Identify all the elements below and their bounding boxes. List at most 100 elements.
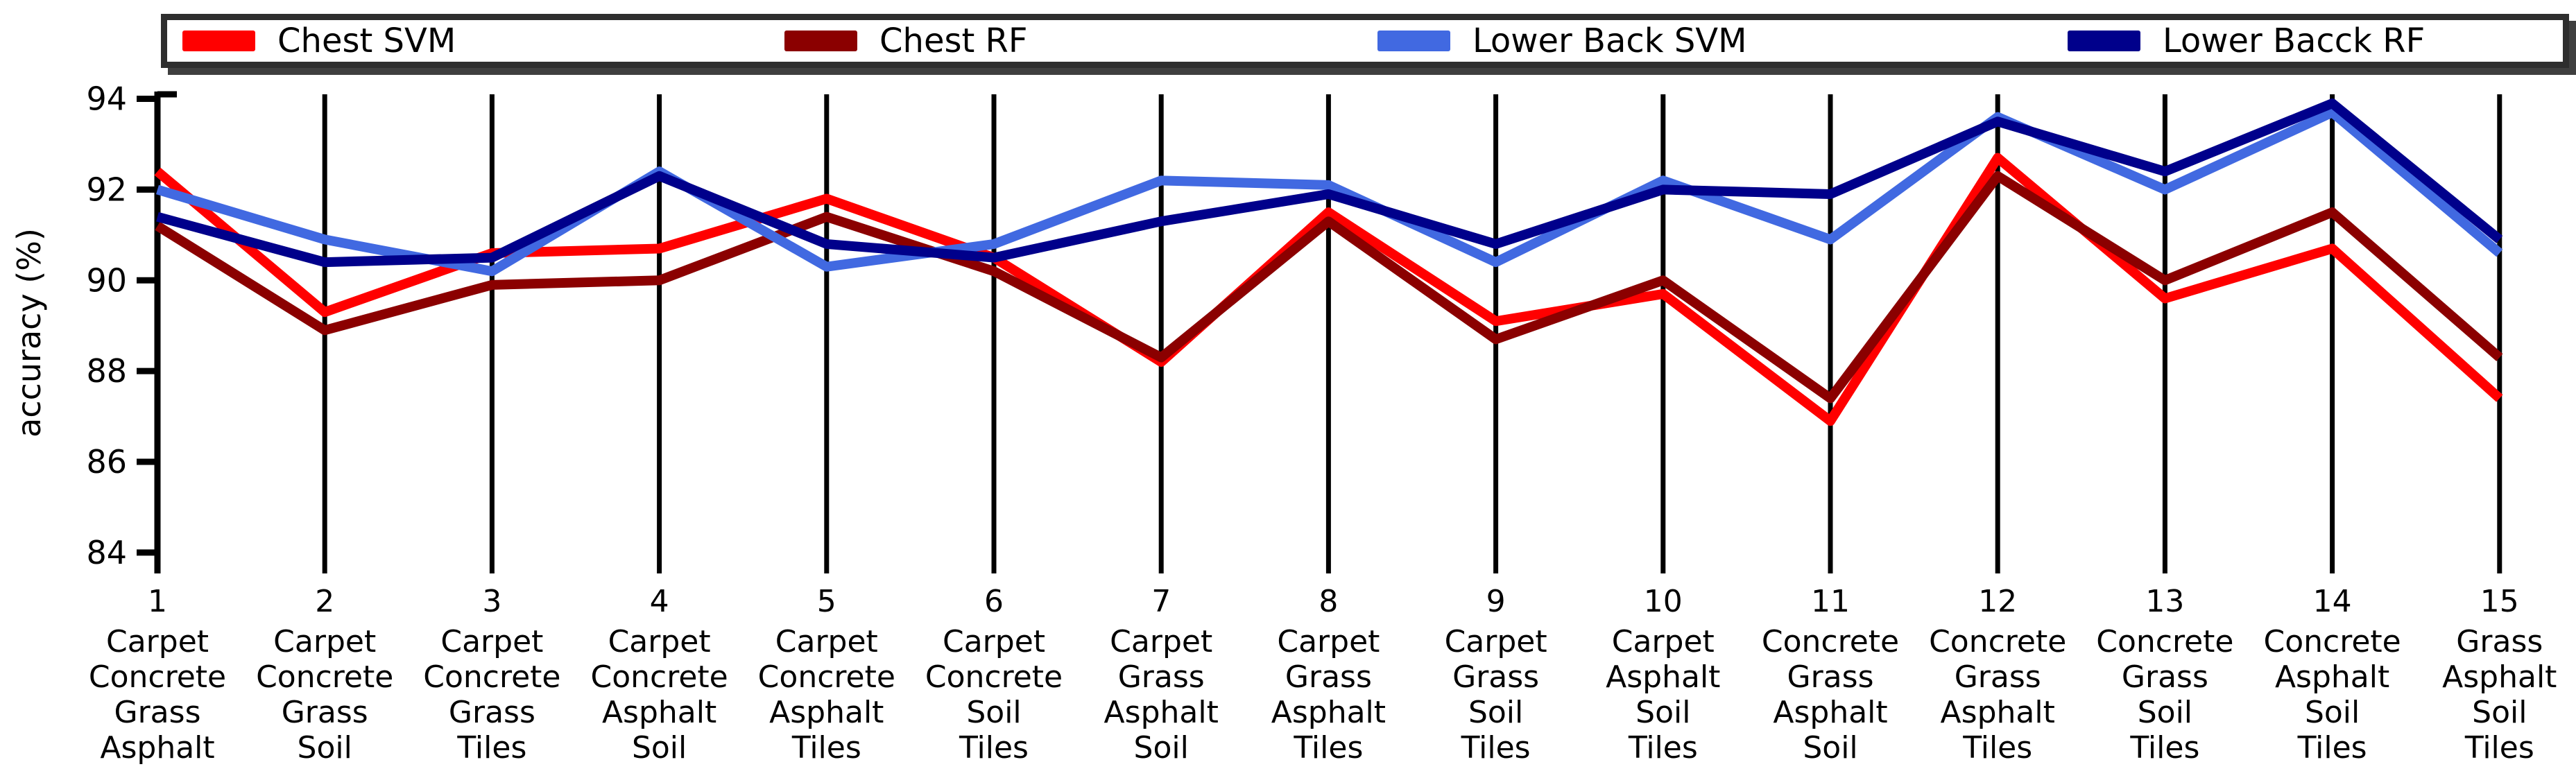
x-tick-label-surface: Grass	[1118, 659, 1205, 695]
x-tick-label-surface: Asphalt	[100, 730, 214, 766]
x-tick-label-surface: Soil	[1803, 730, 1857, 766]
x-tick-label-surface: Carpet	[106, 624, 209, 659]
x-tick-label-surface: Carpet	[1445, 624, 1547, 659]
x-tick-label-surface: Concrete	[89, 659, 226, 695]
x-tick-label-surface: Grass	[1787, 659, 1874, 695]
legend-label-lower-bacck-rf: Lower Bacck RF	[2163, 21, 2425, 60]
x-tick-label-number: 15	[2480, 584, 2519, 619]
x-tick-label-number: 10	[1644, 584, 1683, 619]
x-tick-label-surface: Asphalt	[1941, 695, 2055, 730]
x-tick-label-number: 8	[1319, 584, 1338, 619]
legend-item-lower-bacck-rf: Lower Bacck RF	[2068, 20, 2425, 62]
x-tick-label-surface: Carpet	[1612, 624, 1715, 659]
x-tick-label-surface: Tiles	[959, 730, 1029, 766]
legend-label-lower-back-svm: Lower Back SVM	[1472, 21, 1747, 60]
label-layer: 8486889092941CarpetConcreteGrassAsphalt2…	[86, 80, 2557, 766]
x-tick-label-surface: Soil	[632, 730, 687, 766]
x-tick-label-surface: Asphalt	[1773, 695, 1887, 730]
x-tick-label-number: 4	[650, 584, 669, 619]
x-tick-label-number: 3	[482, 584, 501, 619]
x-tick-label-surface: Carpet	[440, 624, 543, 659]
series-line-chest-rf	[155, 171, 2503, 404]
series-line-lower-back-svm	[155, 107, 2503, 277]
legend-label-chest-rf: Chest RF	[879, 21, 1028, 60]
x-tick-label-surface: Tiles	[2129, 730, 2199, 766]
x-tick-label-surface: Soil	[2138, 695, 2192, 730]
legend-item-chest-rf: Chest RF	[784, 20, 1028, 62]
x-tick-label-surface: Grass	[1285, 659, 1372, 695]
x-tick-label-number: 2	[315, 584, 334, 619]
x-tick-label-surface: Grass	[282, 695, 368, 730]
x-tick-label-surface: Asphalt	[1606, 659, 1720, 695]
x-tick-label-surface: Soil	[2305, 695, 2360, 730]
x-tick-label-number: 13	[2145, 584, 2184, 619]
legend-swatch-chest-rf	[784, 31, 857, 51]
x-tick-label-number: 11	[1811, 584, 1850, 619]
x-tick-label-surface: Asphalt	[2442, 659, 2557, 695]
x-tick-label-surface: Tiles	[456, 730, 526, 766]
legend-label-chest-svm: Chest SVM	[277, 21, 456, 60]
x-tick-label-number: 14	[2313, 584, 2352, 619]
x-tick-label-surface: Soil	[966, 695, 1021, 730]
x-tick-label-surface: Soil	[298, 730, 352, 766]
y-axis-title: accuracy (%)	[10, 228, 48, 438]
x-tick-label-surface: Carpet	[273, 624, 376, 659]
x-tick-label-surface: Tiles	[1461, 730, 1531, 766]
legend-item-lower-back-svm: Lower Back SVM	[1377, 20, 1747, 62]
x-tick-label-surface: Tiles	[2297, 730, 2367, 766]
x-tick-label-number: 9	[1486, 584, 1506, 619]
x-tick-label-number: 5	[817, 584, 836, 619]
series-line-chest-svm	[154, 153, 2503, 426]
x-tick-label-surface: Asphalt	[602, 695, 716, 730]
y-tick-label: 88	[86, 352, 127, 390]
x-tick-label-surface: Tiles	[2464, 730, 2534, 766]
x-tick-label-surface: Concrete	[1929, 624, 2066, 659]
x-tick-label-surface: Asphalt	[2275, 659, 2389, 695]
axis-layer	[137, 91, 177, 573]
y-tick-label: 92	[86, 171, 127, 208]
x-tick-label-surface: Soil	[1635, 695, 1690, 730]
x-tick-label-number: 1	[148, 584, 167, 619]
x-tick-label-surface: Concrete	[2096, 624, 2233, 659]
x-tick-label-surface: Soil	[1468, 695, 1523, 730]
x-tick-label-surface: Grass	[2122, 659, 2208, 695]
x-tick-label-surface: Tiles	[1962, 730, 2032, 766]
y-tick-label: 94	[86, 80, 127, 118]
x-tick-label-surface: Carpet	[1277, 624, 1380, 659]
x-tick-label-surface: Soil	[2472, 695, 2527, 730]
x-tick-label-surface: Tiles	[1628, 730, 1698, 766]
y-tick-label: 90	[86, 261, 127, 299]
x-tick-label-surface: Carpet	[1110, 624, 1212, 659]
legend-swatch-lower-back-svm	[1377, 31, 1450, 51]
x-tick-label-surface: Concrete	[758, 659, 895, 695]
x-tick-label-surface: Asphalt	[1104, 695, 1219, 730]
x-tick-label-surface: Grass	[2456, 624, 2543, 659]
x-tick-label-surface: Grass	[114, 695, 201, 730]
x-tick-label-surface: Tiles	[791, 730, 861, 766]
y-tick-label: 86	[86, 443, 127, 481]
x-tick-label-surface: Concrete	[256, 659, 393, 695]
x-tick-label-surface: Asphalt	[1271, 695, 1386, 730]
legend-box: Chest SVM Chest RF Lower Back SVM Lower Bac…	[161, 14, 2569, 68]
x-tick-label-surface: Carpet	[943, 624, 1045, 659]
legend-item-chest-svm: Chest SVM	[182, 20, 456, 62]
x-tick-label-surface: Asphalt	[769, 695, 884, 730]
legend-swatch-chest-svm	[182, 31, 255, 51]
legend-swatch-lower-bacck-rf	[2068, 31, 2140, 51]
series-layer	[154, 98, 2503, 426]
x-tick-label-number: 7	[1151, 584, 1171, 619]
x-tick-label-surface: Grass	[1452, 659, 1539, 695]
x-tick-label-surface: Grass	[1955, 659, 2041, 695]
y-tick-label: 84	[86, 534, 127, 571]
x-tick-label-number: 12	[1978, 584, 2017, 619]
x-tick-label-surface: Carpet	[608, 624, 711, 659]
x-tick-label-surface: Carpet	[775, 624, 878, 659]
x-tick-label-surface: Concrete	[1762, 624, 1899, 659]
x-tick-label-surface: Grass	[449, 695, 535, 730]
x-tick-label-number: 6	[984, 584, 1004, 619]
x-tick-label-surface: Tiles	[1293, 730, 1363, 766]
x-tick-label-surface: Concrete	[423, 659, 560, 695]
x-tick-label-surface: Soil	[1134, 730, 1189, 766]
